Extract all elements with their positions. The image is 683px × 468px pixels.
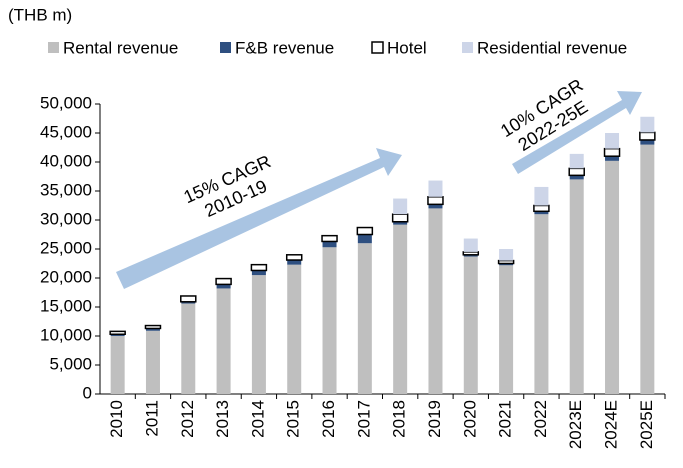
x-tick-label: 2016 <box>319 400 338 438</box>
legend-label: Rental revenue <box>63 38 178 57</box>
bar-segment <box>568 167 585 177</box>
bar-segment <box>145 328 160 331</box>
bar-segment <box>145 330 160 394</box>
bar-segment <box>393 198 408 215</box>
bar-segment <box>322 247 337 394</box>
bar-segment <box>463 238 478 252</box>
bar-segment <box>215 277 232 286</box>
y-tick-label: 20,000 <box>40 267 92 286</box>
legend-swatch <box>371 41 384 54</box>
y-tick-label: 25,000 <box>40 238 92 257</box>
bar-segment <box>216 284 231 289</box>
bar-segment <box>605 156 620 161</box>
bar-segment <box>569 179 584 394</box>
x-tick-label: 2021 <box>496 400 515 438</box>
x-tick-label: 2017 <box>354 400 373 438</box>
x-tick-label: 2014 <box>248 400 267 438</box>
bar-segment <box>605 160 620 394</box>
bar-segment <box>357 234 372 244</box>
bar-segment <box>463 256 478 394</box>
bar-segment <box>534 214 549 394</box>
bar-segment <box>393 224 408 394</box>
y-tick-label: 30,000 <box>40 209 92 228</box>
bar-segment <box>180 295 197 303</box>
x-tick-label: 2012 <box>178 400 197 438</box>
y-tick-label: 10,000 <box>40 325 92 344</box>
bar-segment <box>639 131 656 141</box>
bar-segment <box>534 186 549 206</box>
bar-segment <box>428 180 443 197</box>
bar-segment <box>287 260 302 265</box>
legend-label: Hotel <box>387 38 427 57</box>
bar-segment <box>391 213 409 223</box>
bar-segment <box>287 264 302 394</box>
bar-segment <box>322 241 337 248</box>
bar-segment <box>497 259 515 265</box>
x-tick-label: 2011 <box>142 400 161 437</box>
bar-segment <box>321 234 338 243</box>
bar-segment <box>357 243 372 394</box>
bar-segment <box>499 265 514 394</box>
bar-segment <box>428 204 443 209</box>
y-tick-label: 35,000 <box>40 180 92 199</box>
bar-segment <box>499 263 514 266</box>
bar-segment <box>640 144 655 394</box>
x-tick-label: 2015 <box>284 400 303 438</box>
chart-subtitle: (THB m) <box>8 5 72 24</box>
bar-segment <box>569 175 584 180</box>
y-tick-label: 0 <box>83 383 92 402</box>
y-tick-label: 5,000 <box>49 354 92 373</box>
bar-segment <box>640 139 655 145</box>
x-tick-label: 2023E <box>566 400 585 449</box>
x-tick-label: 2020 <box>460 400 479 438</box>
x-tick-label: 2025E <box>637 400 656 449</box>
bar-segment <box>605 133 620 149</box>
x-tick-label: 2022 <box>531 400 550 438</box>
y-tick-label: 50,000 <box>40 93 92 112</box>
bar-segment <box>216 288 231 394</box>
bar-segment <box>110 336 125 394</box>
bar-segment <box>181 301 196 304</box>
legend-swatch <box>462 42 473 53</box>
bar-segment <box>428 208 443 394</box>
bar-segment <box>251 270 266 276</box>
bar-segment <box>356 226 374 236</box>
bar-segment <box>603 147 621 157</box>
legend-label: F&B revenue <box>235 38 334 57</box>
bar-segment <box>534 211 549 215</box>
bar-segment <box>109 330 126 336</box>
y-tick-label: 45,000 <box>40 122 92 141</box>
bar-segment <box>427 196 444 206</box>
bar-segment <box>533 204 550 213</box>
bar-segment <box>569 153 584 169</box>
arrow <box>512 91 642 174</box>
y-tick-label: 40,000 <box>40 151 92 170</box>
bar-segment <box>250 263 268 272</box>
arrow <box>116 148 402 289</box>
bar-segment <box>499 249 514 261</box>
bar-segment <box>463 254 478 257</box>
x-tick-label: 2024E <box>602 400 621 449</box>
bar-segment <box>462 251 480 256</box>
legend-label: Residential revenue <box>477 38 627 57</box>
bar-segment <box>110 334 125 336</box>
x-tick-label: 2010 <box>107 400 126 438</box>
legend-swatch <box>48 42 59 53</box>
bar-segment <box>181 303 196 394</box>
y-tick-label: 15,000 <box>40 296 92 315</box>
legend-swatch <box>220 42 231 53</box>
x-tick-label: 2018 <box>390 400 409 438</box>
bar-segment <box>144 324 162 330</box>
bar-segment <box>285 254 303 261</box>
bar-segment <box>393 221 408 225</box>
bar-segment <box>251 275 266 394</box>
bar-segment <box>640 116 655 133</box>
x-tick-label: 2013 <box>213 400 232 438</box>
x-tick-label: 2019 <box>425 400 444 438</box>
